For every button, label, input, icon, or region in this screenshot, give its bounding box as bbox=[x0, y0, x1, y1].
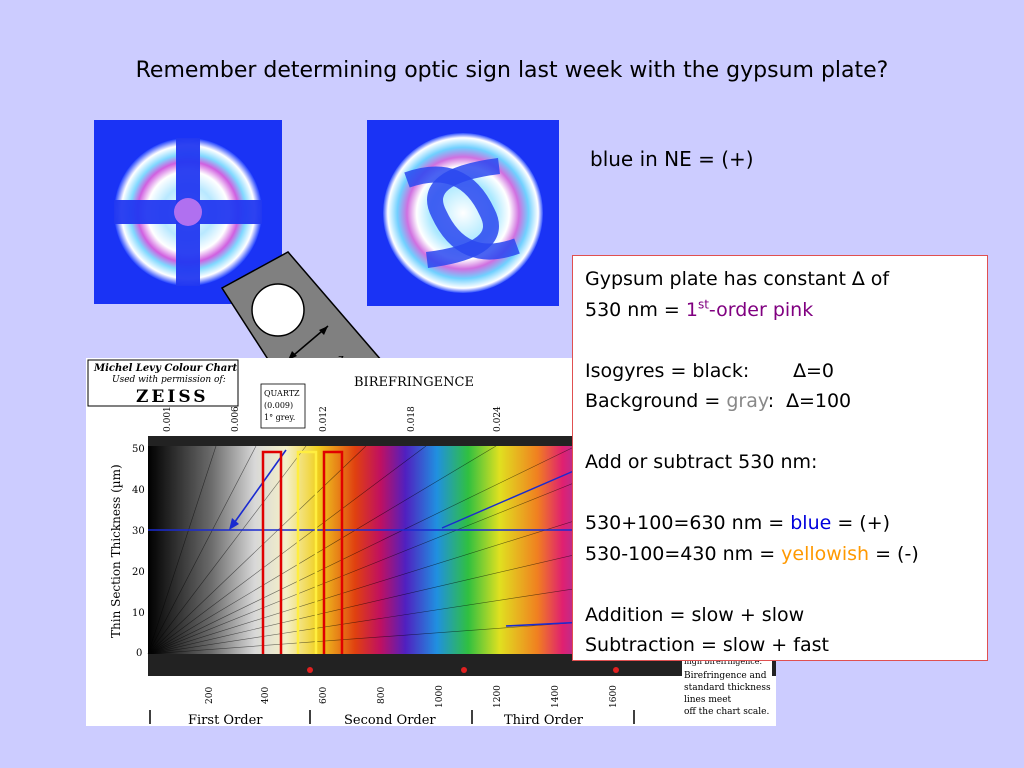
gypsum-line-2: 530 nm = 1st-order pink bbox=[585, 297, 814, 321]
optic-sign-note: blue in NE = (+) bbox=[590, 147, 754, 171]
quartz-grey: 1° grey. bbox=[264, 413, 295, 422]
bire-tick: 0.006 bbox=[231, 406, 241, 432]
ytick: 50 bbox=[132, 444, 145, 455]
order-label: Second Order bbox=[344, 713, 436, 726]
xtick: 400 bbox=[261, 687, 271, 704]
order-label: First Order bbox=[188, 713, 263, 726]
ytick: 40 bbox=[132, 485, 145, 496]
xtick: 1400 bbox=[551, 685, 561, 708]
chart-heading-line1: Michel Levy Colour Chart bbox=[93, 363, 237, 374]
ytick: 20 bbox=[132, 567, 145, 578]
isogyres-line: Isogyres = black: ∆=0 bbox=[585, 359, 834, 382]
zeiss-logo: ZEISS bbox=[136, 387, 209, 407]
chart-note: standard thickness bbox=[684, 683, 771, 693]
quartz-value: (0.009) bbox=[264, 401, 293, 410]
xtick: 1600 bbox=[609, 685, 619, 708]
bire-tick: 0.024 bbox=[493, 406, 503, 432]
gypsum-line-1: Gypsum plate has constant ∆ of bbox=[585, 268, 890, 290]
xtick: 200 bbox=[205, 687, 215, 704]
xtick: 600 bbox=[319, 687, 329, 704]
background-line: Background = gray: ∆=100 bbox=[585, 390, 852, 412]
xtick: 1200 bbox=[493, 685, 503, 708]
order-label: Third Order bbox=[504, 713, 584, 726]
chart-ylabel: Thin Section Thickness (µm) bbox=[109, 464, 123, 638]
chart-heading-line2: Used with permission of: bbox=[112, 375, 226, 385]
chart-note: off the chart scale. bbox=[684, 707, 769, 717]
slide-title: Remember determining optic sign last wee… bbox=[135, 58, 889, 83]
bire-tick: 0.012 bbox=[319, 406, 329, 432]
subtraction-rule: Subtraction = slow + fast bbox=[585, 634, 829, 656]
bire-tick: 0.001 bbox=[163, 406, 173, 432]
ytick: 0 bbox=[136, 648, 142, 659]
xtick: 1000 bbox=[435, 685, 445, 708]
ytick: 30 bbox=[132, 526, 145, 537]
addition-rule: Addition = slow + slow bbox=[585, 603, 805, 626]
chart-note: Birefringence and bbox=[684, 671, 767, 681]
ytick: 10 bbox=[132, 608, 145, 619]
addition-result-line: 530+100=630 nm = blue = (+) bbox=[585, 512, 891, 534]
chart-note: lines meet bbox=[684, 695, 732, 705]
add-subtract-line: Add or subtract 530 nm: bbox=[585, 451, 818, 473]
xtick: 800 bbox=[377, 687, 387, 704]
first-order-pink: 1st-order pink bbox=[685, 297, 814, 321]
chart-title: BIREFRINGENCE bbox=[354, 375, 474, 390]
subtraction-result-line: 530-100=430 nm = yellowish = (-) bbox=[585, 542, 919, 565]
quartz-label: QUARTZ bbox=[264, 389, 300, 398]
bire-tick: 0.018 bbox=[407, 406, 417, 432]
explanation-box: Gypsum plate has constant ∆ of 530 nm = … bbox=[572, 255, 988, 661]
interference-figure-centered bbox=[94, 120, 282, 304]
chart-note: high birefringence. bbox=[684, 657, 762, 666]
interference-figure-rotated bbox=[367, 120, 559, 306]
